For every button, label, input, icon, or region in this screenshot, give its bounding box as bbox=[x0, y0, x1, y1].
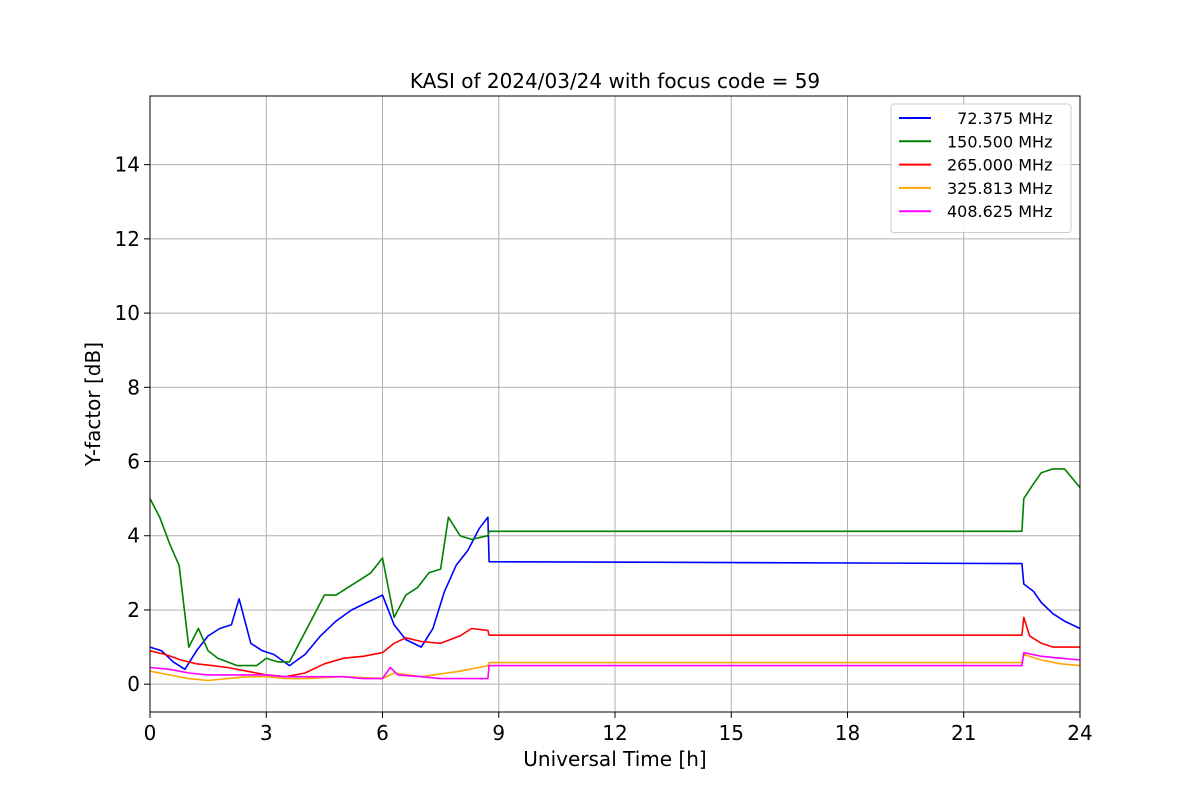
y-tick-label: 2 bbox=[127, 598, 140, 622]
legend-entry-label: 408.625 MHz bbox=[947, 202, 1052, 221]
y-tick-label: 0 bbox=[127, 672, 140, 696]
x-tick-label: 21 bbox=[951, 721, 976, 745]
x-tick-label: 9 bbox=[492, 721, 505, 745]
series-line-4 bbox=[149, 651, 1081, 680]
legend: 72.375 MHz 150.500 MHz 265.000 MHz 325.813 … bbox=[890, 103, 1072, 233]
chart-title: KASI of 2024/03/24 with focus code = 59 bbox=[410, 69, 820, 93]
legend-box bbox=[890, 103, 1072, 233]
y-tick-label: 14 bbox=[115, 153, 140, 177]
x-tick-label: 0 bbox=[144, 721, 157, 745]
x-axis-label: Universal Time [h] bbox=[523, 747, 706, 771]
x-tick-label: 3 bbox=[260, 721, 273, 745]
series-line-0 bbox=[149, 516, 1081, 671]
x-tick-label: 18 bbox=[835, 721, 860, 745]
plot-series bbox=[149, 468, 1081, 682]
legend-entry-label: 265.000 MHz bbox=[947, 156, 1052, 175]
y-tick-label: 6 bbox=[127, 450, 140, 474]
series-line-2 bbox=[149, 616, 1080, 678]
x-tick-label: 24 bbox=[1067, 721, 1092, 745]
y-tick-label: 12 bbox=[115, 227, 140, 251]
y-tick-label: 4 bbox=[127, 524, 140, 548]
y-tick-label: 8 bbox=[127, 375, 140, 399]
legend-entry-label: 325.813 MHz bbox=[947, 179, 1052, 198]
x-tick-label: 15 bbox=[719, 721, 744, 745]
y-tick-label: 10 bbox=[115, 301, 140, 325]
legend-entry-label: 72.375 MHz bbox=[947, 109, 1052, 128]
y-axis-label: Y-factor [dB] bbox=[81, 342, 105, 467]
series-line-1 bbox=[149, 468, 1081, 667]
x-tick-label: 12 bbox=[602, 721, 627, 745]
legend-entry-label: 150.500 MHz bbox=[947, 132, 1052, 151]
x-tick-label: 6 bbox=[376, 721, 389, 745]
